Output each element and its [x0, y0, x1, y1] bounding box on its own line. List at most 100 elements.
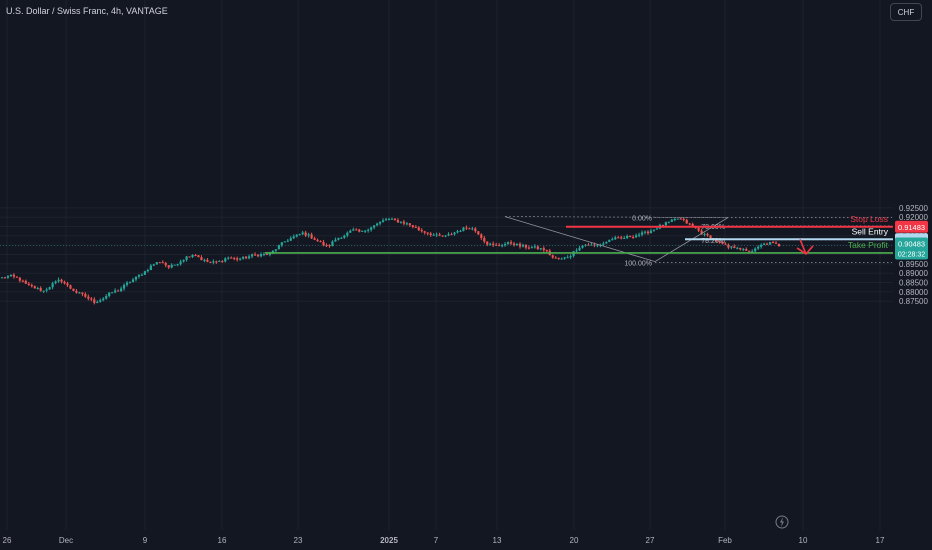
- candle-body: [164, 262, 167, 266]
- candle-body: [742, 249, 745, 251]
- candle-body: [545, 250, 548, 252]
- candle-body: [506, 242, 510, 245]
- candle-body: [206, 259, 209, 262]
- price-axis[interactable]: 0.875000.880000.885000.890000.895000.900…: [895, 204, 928, 306]
- candle-body: [140, 274, 144, 276]
- candle-body: [605, 241, 608, 244]
- candle-body: [679, 218, 682, 220]
- candle-body: [539, 248, 542, 250]
- candle-body: [24, 280, 27, 284]
- candle-body: [325, 245, 328, 247]
- candle-body: [387, 219, 391, 221]
- candle-body: [307, 234, 310, 236]
- candle-body: [15, 276, 18, 278]
- candle-body: [533, 246, 536, 248]
- candle-body: [408, 223, 411, 226]
- candle-body: [283, 241, 286, 243]
- candle-body: [373, 225, 376, 228]
- candle-body: [447, 234, 450, 236]
- bar-countdown-label: 02:28:32: [898, 251, 925, 258]
- candle-body: [593, 244, 596, 246]
- candle-body: [268, 253, 272, 255]
- symbol-title: U.S. Dollar / Swiss Franc, 4h, VANTAGE: [6, 6, 168, 16]
- candle-body: [81, 292, 84, 294]
- fib-pattern-line: [504, 216, 729, 263]
- x-tick-label: 16: [218, 536, 227, 545]
- candle-body: [250, 254, 254, 257]
- candle-body: [131, 279, 135, 283]
- candle-body: [569, 256, 572, 258]
- candle-body: [629, 235, 632, 238]
- candle-body: [614, 237, 617, 240]
- candle-body: [9, 274, 13, 277]
- candle-body: [259, 254, 263, 257]
- candle-body: [376, 223, 379, 226]
- candle-body: [215, 261, 218, 263]
- candle-body: [635, 235, 638, 238]
- candle-body: [301, 232, 304, 235]
- x-tick-label: 26: [3, 536, 12, 545]
- candle-body: [438, 234, 441, 236]
- candle-body: [352, 229, 355, 231]
- level-label-take-profit: Take Profit: [848, 240, 889, 250]
- candle-body: [230, 257, 233, 259]
- candle-body: [18, 277, 21, 281]
- x-tick-label: 20: [570, 536, 579, 545]
- currency-button[interactable]: CHF: [890, 3, 922, 21]
- candle-body: [733, 246, 736, 248]
- candle-body: [557, 257, 560, 259]
- candle-body: [340, 237, 343, 239]
- tradingview-logo-icon[interactable]: [775, 515, 789, 529]
- candle-body: [128, 282, 132, 284]
- candle-body: [349, 230, 352, 233]
- candle-body: [346, 232, 349, 236]
- candle-body: [93, 299, 96, 303]
- candle-body: [364, 230, 367, 232]
- candle-body: [176, 264, 179, 266]
- x-tick-label: 27: [646, 536, 655, 545]
- candle-body: [152, 264, 155, 266]
- time-axis[interactable]: 26 Dec 9 16 23 2025 7 13 20 27 Feb 10 17: [3, 536, 885, 545]
- y-tick-label: 0.92000: [899, 213, 928, 222]
- candle-body: [343, 235, 346, 238]
- candle-body: [777, 243, 781, 247]
- candle-body: [96, 301, 99, 303]
- y-tick-label: 0.89000: [899, 269, 928, 278]
- candle-body: [253, 254, 257, 256]
- candle-body: [87, 296, 90, 299]
- candle-body: [200, 257, 203, 261]
- candle-body: [331, 241, 334, 247]
- candle-body: [405, 223, 408, 225]
- candle-body: [119, 288, 123, 292]
- candle-body: [620, 237, 623, 239]
- candle-body: [42, 290, 45, 292]
- candle-body: [646, 231, 650, 234]
- candle-body: [212, 261, 215, 263]
- candle-body: [378, 221, 382, 224]
- candle-body: [417, 227, 420, 231]
- candle-body: [27, 283, 30, 285]
- candle-body: [125, 282, 129, 285]
- candle-body: [459, 230, 462, 232]
- candle-body: [450, 234, 453, 236]
- candle-body: [143, 271, 146, 275]
- candle-body: [233, 258, 236, 260]
- candle-body: [640, 232, 644, 235]
- candle-body: [575, 250, 578, 252]
- target-arrow-line: [799, 239, 807, 255]
- candle-body: [6, 276, 10, 278]
- candle-body: [483, 237, 486, 242]
- candle-body: [203, 259, 206, 261]
- candle-body: [158, 262, 161, 264]
- candle-body: [760, 244, 763, 247]
- candle-body: [90, 298, 93, 300]
- candle-body: [265, 254, 269, 256]
- candle-body: [381, 220, 385, 222]
- candle-body: [102, 298, 105, 301]
- candle-body: [298, 234, 301, 236]
- candle-body: [566, 257, 569, 259]
- candle-body: [492, 243, 495, 245]
- candle-body: [423, 231, 426, 233]
- candle-body: [277, 245, 280, 250]
